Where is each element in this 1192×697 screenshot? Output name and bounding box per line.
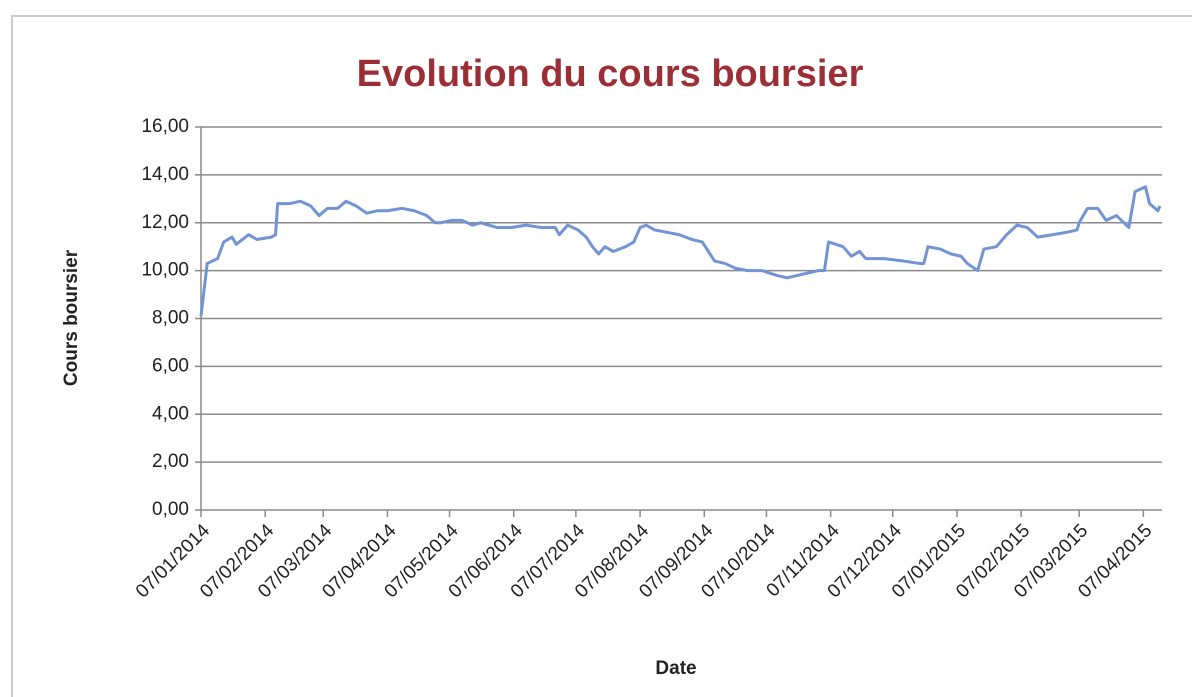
- y-axis-label: Cours boursier: [61, 249, 82, 386]
- chart-frame: [11, 15, 1192, 697]
- y-tick-label: 8,00: [152, 308, 189, 329]
- chart-title: Evolution du cours boursier: [357, 53, 864, 95]
- y-tick-label: 0,00: [152, 499, 189, 520]
- y-tick-label: 16,00: [141, 116, 189, 137]
- y-tick-label: 2,00: [152, 451, 189, 472]
- y-tick-label: 12,00: [141, 212, 189, 233]
- y-tick-label: 14,00: [141, 164, 189, 185]
- data-line: [199, 185, 1162, 317]
- y-tick-label: 4,00: [152, 403, 189, 424]
- x-axis-label: Date: [655, 658, 696, 679]
- y-tick-label: 6,00: [152, 355, 189, 376]
- y-tick-label: 10,00: [141, 260, 189, 281]
